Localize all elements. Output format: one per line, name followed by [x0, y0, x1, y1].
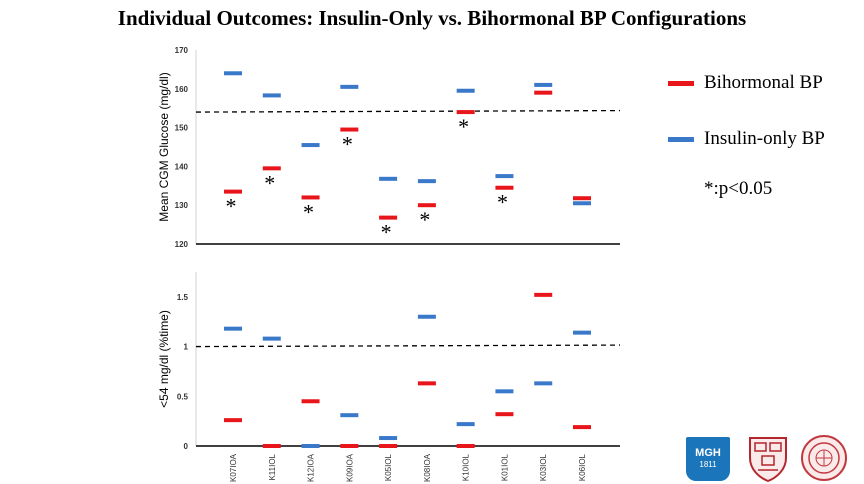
chart-title: Individual Outcomes: Insulin-Only vs. Bi… [117, 6, 747, 30]
hypo-mark-insulin-only [301, 444, 320, 448]
glucose-mark-bihormonal [417, 203, 436, 208]
mgh-logo: MGH 1811 [686, 437, 730, 481]
glucose-mark-insulin-only [417, 179, 436, 184]
legend-swatch-insulin-only [668, 136, 694, 142]
x-tick-label: K03IOL [539, 453, 548, 481]
x-tick-label: K01IOL [500, 453, 509, 481]
glucose-mark-insulin-only [495, 174, 514, 179]
glucose-mark-insulin-only [301, 143, 320, 148]
hypo-mark-insulin-only [417, 314, 436, 319]
glucose-mark-insulin-only [340, 84, 359, 89]
hypo-mark-insulin-only [456, 422, 475, 427]
hypo-mark-bihormonal [534, 292, 553, 297]
significance-note: *:p<0.05 [704, 178, 773, 199]
glucose-y-tick-label: 160 [175, 85, 189, 94]
glucose-mark-bihormonal [495, 185, 514, 190]
mgh-logo-text: MGH [695, 447, 721, 459]
x-tick-label: K11IOL [268, 453, 277, 480]
legend-item-insulin-only: Insulin-only BP [668, 126, 825, 152]
hypo-mark-insulin-only [224, 326, 242, 331]
x-tick-label: K12IOA [307, 453, 316, 482]
glucose-y-tick-label: 150 [175, 124, 189, 133]
hypo-mark-bihormonal [379, 444, 398, 448]
legend-swatch-bihormonal [668, 80, 694, 86]
x-tick-label: K09IOA [345, 453, 354, 482]
x-tick-label: K07IOA [229, 453, 238, 482]
significance-asterisk: * [381, 220, 392, 245]
glucose-mark-insulin-only [534, 82, 553, 87]
hypo-y-tick-label: 1.5 [177, 293, 189, 302]
legend-label-bihormonal: Bihormonal BP [704, 72, 823, 93]
glucose-y-tick-label: 120 [175, 240, 189, 249]
glucose-mark-bihormonal [573, 196, 591, 201]
hypo-y-tick-label: 0.5 [177, 392, 189, 401]
mgh-logo-year: 1811 [699, 460, 717, 469]
glucose-mark-bihormonal [379, 215, 398, 220]
hypo-mark-bihormonal [224, 418, 242, 423]
glucose-mark-insulin-only [573, 201, 591, 206]
hypo-mark-bihormonal [417, 381, 436, 386]
hypo-mark-bihormonal [301, 399, 320, 404]
hypo-mark-bihormonal [456, 444, 475, 448]
hypo-y-tick-label: 0 [184, 442, 189, 451]
significance-asterisk: * [458, 114, 469, 139]
hypo-y-tick-label: 1 [184, 343, 189, 352]
hypo-mark-bihormonal [573, 425, 591, 430]
glucose-mark-bihormonal [340, 127, 359, 132]
glucose-mark-insulin-only [262, 93, 281, 98]
glucose-y-tick-label: 170 [175, 46, 189, 55]
hypo-y-axis-label: <54 mg/dl (%time) [157, 310, 171, 408]
glucose-mark-insulin-only [456, 88, 475, 93]
hypo-reference-line [195, 344, 621, 348]
glucose-reference-line [195, 109, 621, 113]
glucose-mark-bihormonal [224, 189, 242, 194]
glucose-mark-insulin-only [224, 71, 242, 76]
hypo-mark-insulin-only [573, 330, 591, 335]
glucose-y-axis-label: Mean CGM Glucose (mg/dl) [157, 72, 171, 221]
hypo-mark-insulin-only [495, 389, 514, 394]
legend-item-bihormonal: Bihormonal BP [668, 70, 825, 96]
legend-label-insulin-only: Insulin-only BP [704, 128, 825, 149]
hypo-mark-insulin-only [340, 413, 359, 418]
glucose-mark-bihormonal [301, 195, 320, 200]
significance-asterisk: * [303, 199, 314, 224]
significance-asterisk: * [497, 190, 508, 215]
glucose-y-tick-label: 140 [175, 162, 189, 171]
glucose-mark-bihormonal [456, 110, 475, 115]
x-tick-label: K10IOL [462, 453, 471, 481]
hypo-mark-bihormonal [262, 444, 281, 448]
hypo-mark-insulin-only [262, 336, 281, 341]
glucose-y-tick-label: 130 [175, 201, 189, 210]
x-tick-label: K05IOL [384, 453, 393, 481]
glucose-mark-bihormonal [534, 90, 553, 95]
x-tick-label: K08IOA [423, 453, 432, 482]
legend: Bihormonal BP Insulin-only BP *:p<0.05 [668, 70, 825, 200]
hypo-mark-bihormonal [495, 412, 514, 417]
seal-icon [801, 435, 847, 481]
significance-asterisk: * [419, 207, 430, 232]
significance-asterisk: * [264, 170, 275, 195]
harvard-shield-icon [749, 437, 787, 482]
hypo-mark-insulin-only [379, 436, 398, 441]
hypo-mark-insulin-only [534, 381, 553, 386]
hypo-mark-bihormonal [340, 444, 359, 448]
x-tick-label: K06IOL [578, 453, 587, 481]
significance-asterisk: * [226, 194, 237, 219]
significance-asterisk: * [342, 132, 353, 157]
glucose-mark-insulin-only [379, 176, 398, 181]
glucose-mark-bihormonal [262, 166, 281, 171]
